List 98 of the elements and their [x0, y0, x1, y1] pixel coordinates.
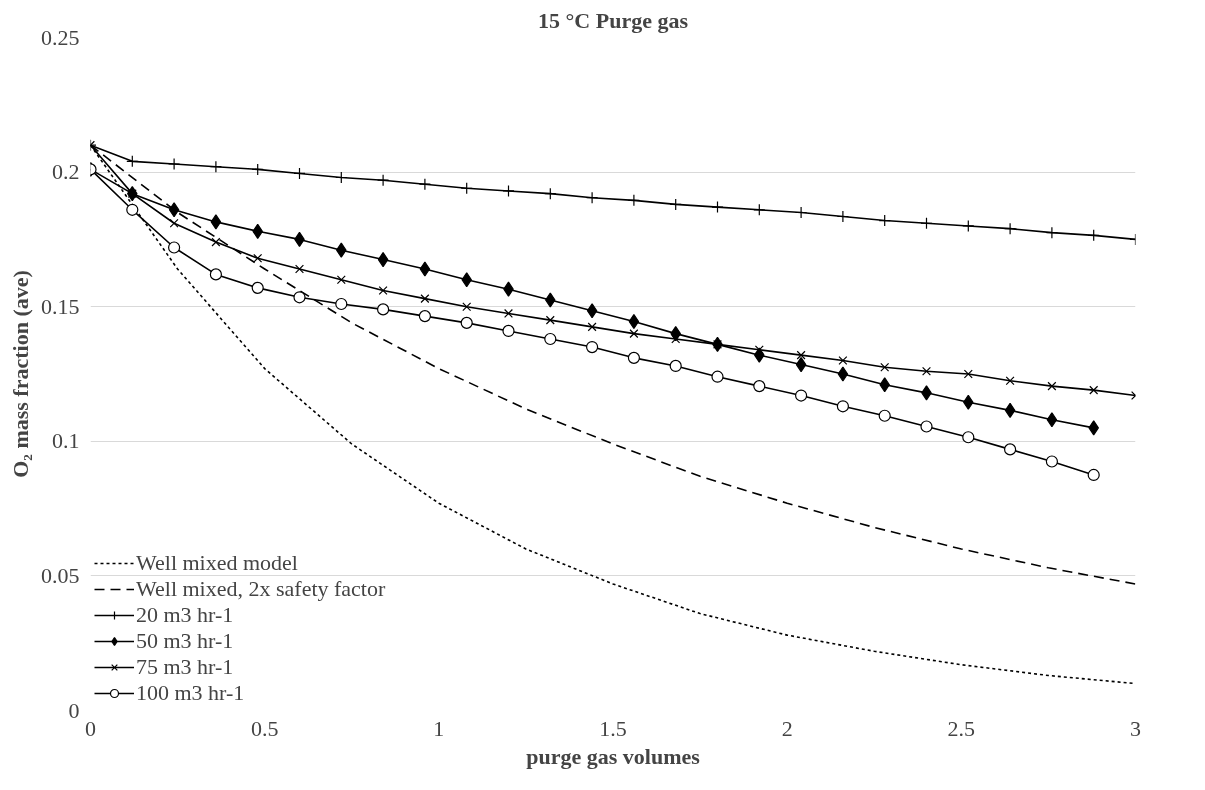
point	[251, 163, 264, 176]
point	[962, 431, 975, 444]
point	[418, 178, 431, 191]
point	[963, 369, 973, 379]
point	[962, 219, 975, 233]
point	[1087, 468, 1100, 482]
point	[753, 380, 766, 393]
y-tick-label: 0.2	[52, 159, 80, 185]
point	[1047, 381, 1057, 391]
point	[251, 281, 264, 294]
point	[922, 366, 931, 376]
legend-label: Well mixed model	[136, 550, 298, 576]
point	[1046, 412, 1058, 428]
point	[545, 315, 555, 325]
point	[795, 389, 808, 402]
y-tick-label: 0	[68, 697, 80, 723]
point	[460, 316, 473, 329]
point	[586, 191, 599, 204]
point	[878, 214, 891, 227]
point	[209, 268, 222, 281]
point	[1005, 376, 1015, 386]
point	[795, 356, 807, 373]
point	[168, 157, 181, 171]
point	[211, 237, 221, 247]
point	[880, 362, 890, 372]
y-axis-title: O₂ mass fraction (ave)	[8, 270, 33, 478]
y-tick-label: 0.25	[41, 24, 80, 50]
point	[1004, 222, 1017, 235]
point	[253, 253, 263, 263]
point	[295, 264, 304, 274]
point	[210, 214, 222, 230]
point	[586, 340, 599, 354]
point	[544, 332, 557, 346]
legend-label: 50 m3 hr-1	[136, 628, 234, 654]
x-axis-title: purge gas volumes	[526, 743, 701, 769]
point	[628, 313, 640, 330]
point	[336, 275, 346, 285]
point	[420, 294, 430, 304]
point	[920, 420, 933, 433]
x-tick-label: 0.5	[250, 715, 279, 741]
chart-title: 15 °C Purge gas	[538, 7, 689, 33]
point	[293, 167, 306, 180]
point	[460, 182, 473, 195]
point	[504, 308, 513, 318]
legend-label: 100 m3 hr-1	[136, 680, 245, 706]
point	[1045, 455, 1058, 468]
y-tick-label: 0.05	[41, 562, 80, 588]
point	[1089, 385, 1099, 395]
point	[419, 261, 431, 277]
point	[671, 334, 681, 344]
point	[838, 356, 848, 366]
point	[1087, 229, 1100, 242]
point	[377, 174, 390, 187]
point	[587, 322, 597, 332]
point	[878, 409, 891, 422]
x-tick-label: 2	[781, 715, 793, 741]
point	[627, 351, 640, 364]
point	[1045, 226, 1058, 239]
point	[1004, 443, 1017, 456]
x-tick-label: 3	[1130, 715, 1141, 741]
legend-label: 20 m3 hr-1	[136, 602, 234, 628]
point	[711, 370, 724, 383]
point	[335, 297, 348, 311]
point	[711, 201, 724, 214]
point	[920, 217, 933, 230]
point	[293, 291, 306, 304]
point	[462, 302, 472, 312]
point	[836, 400, 849, 413]
x-tick-label: 1	[433, 715, 445, 741]
point	[377, 251, 389, 268]
point	[669, 198, 682, 211]
legend-label: 75 m3 hr-1	[136, 654, 234, 680]
y-tick-label: 0.15	[41, 293, 80, 319]
legend-label: Well mixed, 2x safety factor	[136, 576, 386, 602]
point	[502, 324, 515, 338]
point	[1004, 402, 1016, 418]
point	[627, 194, 640, 207]
y-tick-label: 0.1	[52, 428, 80, 454]
point	[378, 286, 388, 296]
x-tick-label: 1.5	[599, 715, 627, 741]
point	[168, 202, 180, 218]
point	[837, 366, 849, 382]
point	[126, 155, 139, 168]
point	[377, 303, 390, 316]
point	[544, 187, 557, 200]
point	[209, 160, 222, 173]
point	[502, 184, 515, 198]
point	[586, 303, 598, 319]
point	[753, 203, 766, 216]
point	[169, 218, 179, 228]
point	[629, 329, 639, 339]
point	[126, 203, 139, 216]
point	[669, 359, 682, 373]
x-tick-label: 0	[85, 715, 96, 741]
point	[168, 241, 181, 254]
point	[418, 310, 431, 323]
point	[796, 350, 806, 360]
x-tick-label: 2.5	[947, 715, 976, 741]
